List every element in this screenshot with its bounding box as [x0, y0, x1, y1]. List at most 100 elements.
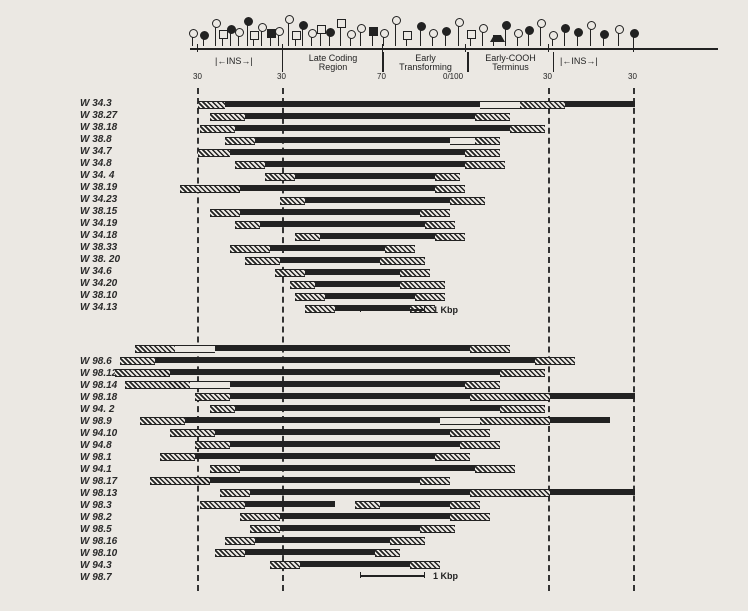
segment-solid	[280, 513, 450, 519]
segment-hatch	[480, 417, 550, 425]
marker-head	[258, 23, 267, 32]
marker-head	[429, 29, 438, 38]
segment-solid	[230, 381, 465, 387]
segment-hatch	[195, 393, 230, 401]
segment-hatch	[475, 113, 510, 121]
segment-solid	[245, 113, 475, 119]
region-label: Late CodingRegion	[309, 53, 358, 72]
region-early-transforming: EarlyTransforming	[382, 52, 469, 72]
segment-hatch	[435, 173, 460, 181]
clone-track	[80, 414, 728, 426]
map-baseline	[190, 48, 718, 50]
clone-track	[80, 254, 728, 266]
map-marker	[528, 33, 529, 46]
marker-head	[490, 28, 505, 42]
segment-solid	[260, 221, 425, 227]
segment-hatch	[435, 185, 465, 193]
clone-track	[80, 402, 728, 414]
marker-head	[235, 28, 244, 37]
segment-solid	[240, 465, 475, 471]
segment-hatch	[450, 513, 490, 521]
segment-solid	[565, 101, 635, 107]
clone-track	[80, 134, 728, 146]
ins-right: |←INS→|	[560, 56, 598, 66]
clone-track	[80, 486, 728, 498]
ins-left: |←INS→|	[215, 56, 253, 66]
segment-solid	[255, 137, 450, 143]
map-marker	[350, 37, 351, 46]
coord-30a: 30	[193, 72, 202, 81]
map-marker	[247, 24, 248, 46]
map-marker	[238, 35, 239, 46]
marker-head	[250, 31, 259, 40]
marker-head	[549, 31, 558, 40]
segment-hatch	[210, 465, 240, 473]
clone-track	[80, 342, 728, 354]
segment-solid	[320, 233, 435, 239]
segment-solid	[550, 489, 635, 495]
clone-track	[80, 522, 728, 534]
map-marker	[230, 32, 231, 46]
marker-head	[380, 29, 389, 38]
segment-hatch	[160, 453, 195, 461]
clone-track	[80, 534, 728, 546]
coord-30c: 30	[543, 72, 552, 81]
map-marker	[261, 30, 262, 46]
marker-head	[467, 30, 476, 39]
segment-hatch	[170, 429, 215, 437]
segment-hatch	[390, 537, 425, 545]
segment-solid	[170, 369, 500, 375]
segment-hatch	[435, 453, 470, 461]
map-marker	[372, 34, 373, 46]
marker-head	[337, 19, 346, 28]
segment-hatch	[200, 501, 245, 509]
segment-hatch	[135, 345, 175, 353]
clone-track	[80, 110, 728, 122]
segment-hatch	[510, 125, 545, 133]
segment-solid	[215, 345, 470, 351]
clone-track	[80, 546, 728, 558]
segment-hatch	[465, 149, 500, 157]
marker-head	[587, 21, 596, 30]
map-marker	[618, 32, 619, 46]
map-marker	[278, 34, 279, 46]
segment-hatch	[500, 405, 545, 413]
clone-track	[80, 146, 728, 158]
segment-hatch	[275, 269, 305, 277]
segment-solid	[380, 501, 450, 507]
clone-track	[80, 498, 728, 510]
segment-hatch	[420, 209, 450, 217]
segment-solid	[195, 453, 435, 459]
map-marker	[320, 32, 321, 46]
marker-head	[514, 29, 523, 38]
segment-hatch	[240, 513, 280, 521]
segment-hatch	[520, 101, 565, 109]
clone-track	[80, 242, 728, 254]
marker-head	[537, 19, 546, 28]
figure-page: Late CodingRegion EarlyTransforming Earl…	[0, 0, 748, 611]
clone-track	[80, 218, 728, 230]
map-marker	[505, 28, 506, 46]
marker-head	[292, 31, 301, 40]
segment-open	[440, 417, 480, 425]
genome-map: Late CodingRegion EarlyTransforming Earl…	[80, 10, 728, 80]
segment-solid	[245, 549, 375, 555]
marker-head	[299, 21, 308, 30]
segment-solid	[240, 209, 420, 215]
coord-30d: 30	[628, 72, 637, 81]
coord-0100: 0/100	[443, 72, 463, 81]
segment-solid	[185, 417, 440, 423]
segment-solid	[465, 125, 510, 131]
map-marker	[470, 37, 471, 46]
clone-track	[80, 98, 728, 110]
segment-open	[190, 381, 230, 389]
segment-hatch	[435, 233, 465, 241]
clone-track	[80, 182, 728, 194]
clone-track	[80, 206, 728, 218]
map-tick	[465, 44, 466, 52]
clone-track	[80, 158, 728, 170]
clone-track	[80, 390, 728, 402]
segment-open	[175, 345, 215, 353]
marker-head	[275, 27, 284, 36]
segment-solid	[155, 357, 535, 363]
